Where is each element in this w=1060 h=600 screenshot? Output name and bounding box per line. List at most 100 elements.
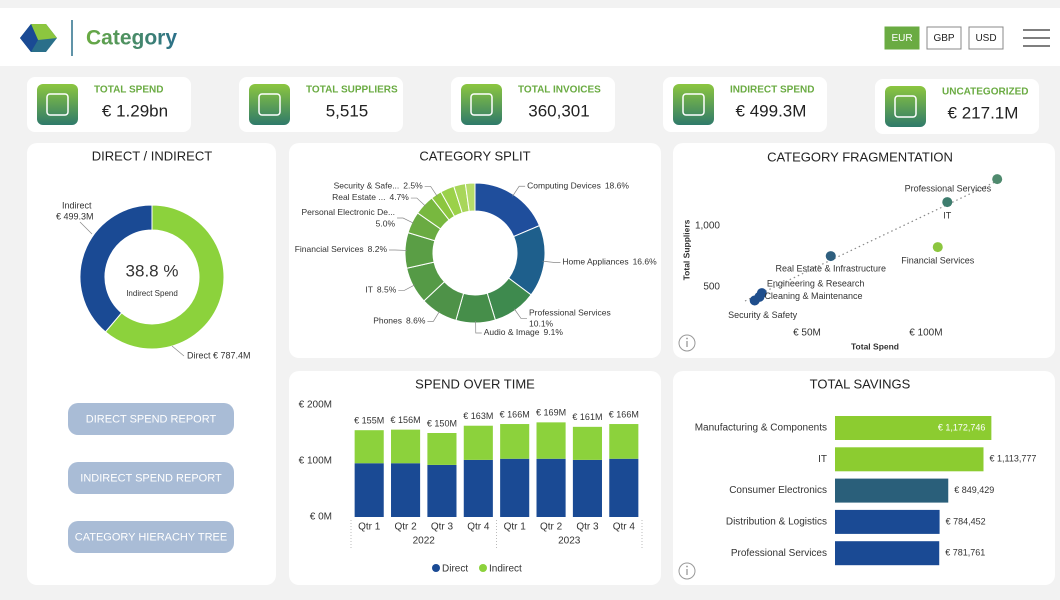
trend-line <box>744 180 998 302</box>
slice-label: Real Estate ... 4.7% <box>332 192 409 202</box>
currency-label: GBP <box>933 33 954 44</box>
bar <box>835 447 984 472</box>
kpi-value: 360,301 <box>528 101 589 120</box>
report-button[interactable]: CATEGORY HIERACHY TREE <box>68 521 234 553</box>
legend-dot <box>432 564 440 572</box>
kpi-value: € 217.1M <box>948 103 1019 122</box>
leader-line <box>79 221 93 235</box>
slice-label: IT 8.5% <box>365 285 396 295</box>
currency-box <box>968 26 1004 50</box>
category-label: IT <box>818 454 827 465</box>
x-tick-label: Qtr 1 <box>504 522 527 533</box>
bar-segment <box>500 458 530 517</box>
kpi-icon-glyph <box>46 93 69 116</box>
value-label: € 1,172,746 <box>938 422 986 432</box>
donut-slice <box>79 204 153 333</box>
kpi-icon <box>673 84 714 125</box>
point-label: Cleaning & Maintenance <box>764 291 862 301</box>
center-caption: Indirect Spend <box>126 289 178 298</box>
bar-segment <box>572 459 602 517</box>
bar-segment <box>500 424 530 459</box>
kpi-icon <box>885 86 926 127</box>
info-icon[interactable] <box>678 562 696 580</box>
point-label: Engineering & Research <box>767 279 865 289</box>
total-label: € 169M <box>536 408 566 418</box>
currency-button[interactable]: USD <box>968 26 1004 50</box>
info-icon[interactable] <box>678 334 696 352</box>
scatter-point <box>749 295 760 306</box>
point-label: Security & Safety <box>728 310 798 320</box>
x-tick-label: Qtr 2 <box>540 522 563 533</box>
bar-segment <box>354 463 384 517</box>
kpi-title: INDIRECT SPEND <box>730 85 814 96</box>
kpi-icon <box>37 84 78 125</box>
currency-button[interactable]: EUR <box>884 26 920 50</box>
bar-segment <box>572 426 602 460</box>
button-label: CATEGORY HIERACHY TREE <box>75 531 227 543</box>
scatter-point <box>825 251 836 262</box>
x-tick-label: € 50M <box>793 328 821 339</box>
x-tick-label: Qtr 3 <box>576 522 599 533</box>
button-box <box>68 403 234 435</box>
panel-title: DIRECT / INDIRECT <box>92 148 212 163</box>
currency-box <box>926 26 962 50</box>
kpi-value: € 1.29bn <box>102 101 168 120</box>
report-button[interactable]: DIRECT SPEND REPORT <box>68 403 234 435</box>
slice-label: Home Appliances 16.6% <box>562 257 657 267</box>
value-label: € 784,452 <box>946 516 986 526</box>
category-label: Manufacturing & Components <box>695 423 827 434</box>
kpi-title: TOTAL SPEND <box>94 85 163 96</box>
total-label: € 155M <box>354 416 384 426</box>
slice-label: Personal Electronic De... <box>302 207 396 217</box>
menu-button[interactable] <box>1020 24 1054 52</box>
slice-label: Phones 8.6% <box>373 316 426 326</box>
leader-line <box>475 320 482 334</box>
kpi-title: TOTAL SUPPLIERS <box>306 85 398 96</box>
slice-label: Financial Services 8.2% <box>295 244 388 254</box>
bar <box>835 509 940 534</box>
legend-label: Indirect <box>489 564 522 575</box>
value-label: € 849,429 <box>954 485 994 495</box>
panel <box>673 143 1055 358</box>
slice-value: 16.6% <box>633 257 658 267</box>
leader-line <box>398 284 416 291</box>
total-label: € 150M <box>427 418 457 428</box>
bar-segment <box>536 422 566 459</box>
y-tick-label: € 0M <box>310 512 332 523</box>
button-box <box>68 521 234 553</box>
slice-category: Security & Safe... <box>334 181 400 191</box>
total-label: € 166M <box>609 409 639 419</box>
kpi-value: € 499.3M <box>736 101 807 120</box>
slice-value: 2.5% <box>403 181 423 191</box>
header-bar <box>0 8 1060 66</box>
slice-value: 18.6% <box>605 181 630 191</box>
currency-label: USD <box>975 33 996 44</box>
slice-label: Professional Services <box>529 308 611 318</box>
slice-category: Home Appliances <box>562 257 628 267</box>
report-button[interactable]: INDIRECT SPEND REPORT <box>68 462 234 494</box>
slice-category: Real Estate ... <box>332 192 385 202</box>
kpi-icon-glyph <box>470 93 493 116</box>
page-title: Category <box>86 27 177 50</box>
group-label: 2023 <box>558 536 581 547</box>
center-value: 38.8 % <box>126 261 179 280</box>
kpi-title: TOTAL INVOICES <box>518 85 601 96</box>
kpi-icon-glyph <box>682 93 705 116</box>
bar <box>835 541 940 566</box>
slice-value: € 787.4M <box>213 350 251 360</box>
slice-value: 10.1% <box>529 319 554 329</box>
legend-dot <box>479 564 487 572</box>
group-label: 2022 <box>413 536 436 547</box>
category-label: Distribution & Logistics <box>726 517 827 528</box>
slice-value: 5.0% <box>376 218 396 228</box>
leader-line <box>542 260 561 263</box>
kpi-title: UNCATEGORIZED <box>942 87 1028 98</box>
slice-value: 4.7% <box>389 192 409 202</box>
total-label: € 163M <box>463 411 493 421</box>
bar <box>835 478 949 503</box>
currency-button[interactable]: GBP <box>926 26 962 50</box>
slice-label: Security & Safe... 2.5% <box>334 181 423 191</box>
slice-label: Computing Devices 18.6% <box>527 181 629 191</box>
slice-value: 8.5% <box>377 285 397 295</box>
